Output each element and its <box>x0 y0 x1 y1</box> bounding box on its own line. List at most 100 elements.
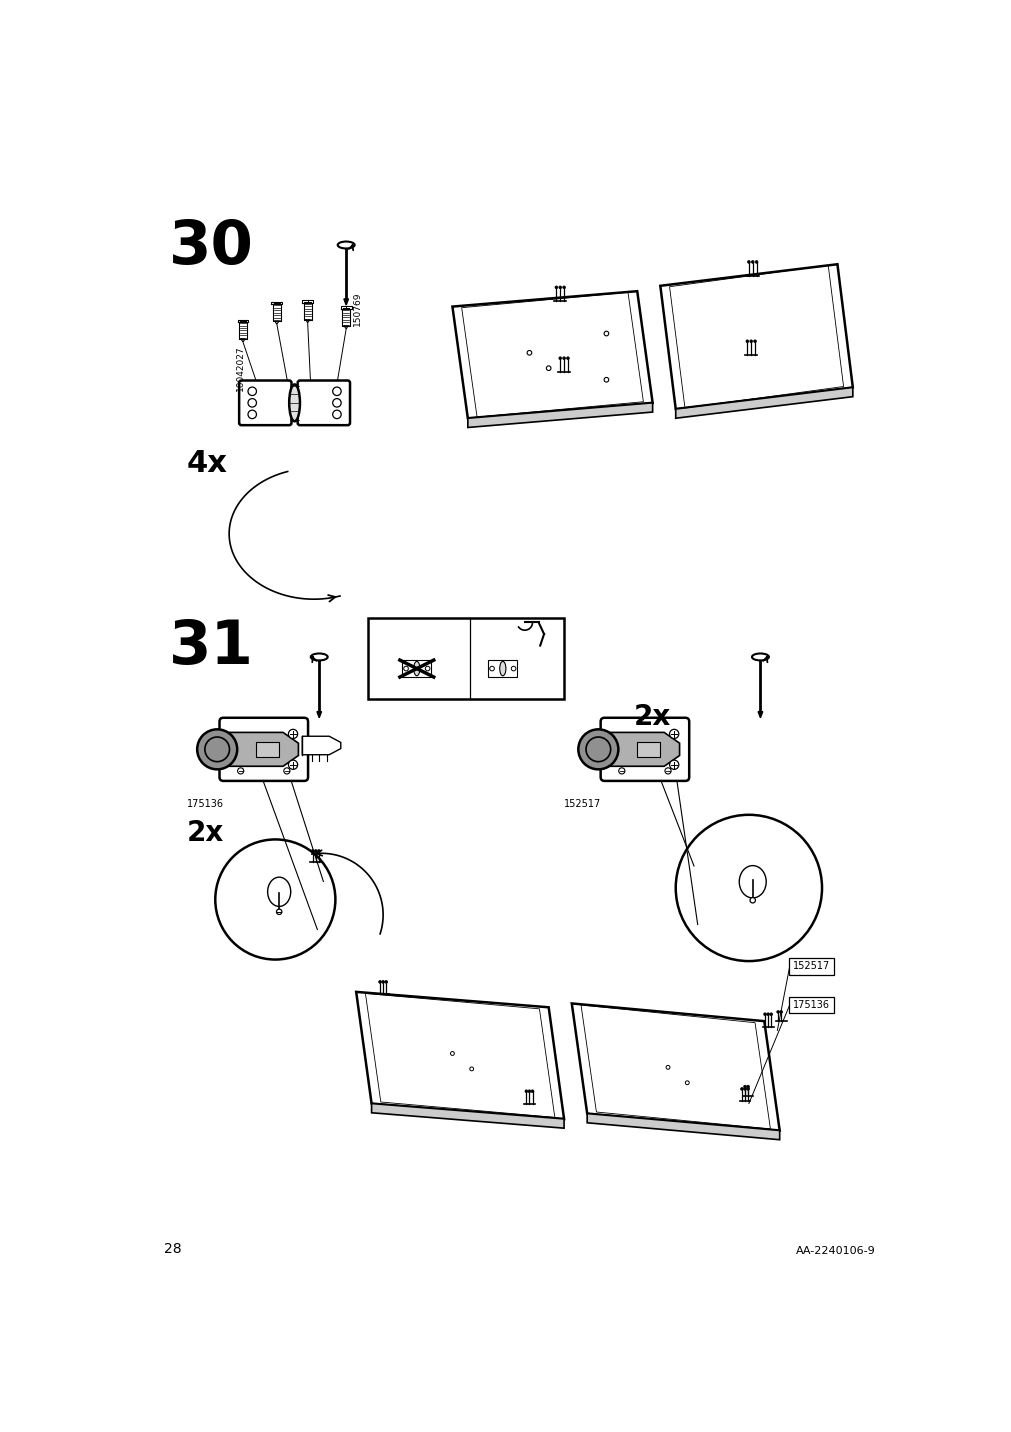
Circle shape <box>469 1067 473 1071</box>
Circle shape <box>749 339 752 342</box>
Circle shape <box>566 357 569 359</box>
Polygon shape <box>608 732 679 766</box>
Circle shape <box>743 1085 746 1088</box>
Circle shape <box>669 729 678 739</box>
Polygon shape <box>341 306 351 309</box>
Circle shape <box>776 1011 778 1014</box>
Circle shape <box>562 357 565 359</box>
Circle shape <box>750 261 753 263</box>
Text: 10042027: 10042027 <box>236 345 245 391</box>
Circle shape <box>746 1087 749 1090</box>
Bar <box>637 742 660 758</box>
Polygon shape <box>586 1114 778 1140</box>
Ellipse shape <box>289 384 299 421</box>
FancyBboxPatch shape <box>297 381 350 425</box>
Circle shape <box>450 1051 454 1055</box>
Polygon shape <box>356 992 563 1118</box>
Text: 175136: 175136 <box>187 799 223 809</box>
Polygon shape <box>571 1004 778 1130</box>
Circle shape <box>754 261 757 263</box>
Circle shape <box>197 729 237 769</box>
Circle shape <box>562 286 565 289</box>
Circle shape <box>311 849 313 852</box>
Circle shape <box>745 339 748 342</box>
Circle shape <box>749 898 754 904</box>
Bar <box>256 742 279 758</box>
Circle shape <box>766 1012 768 1015</box>
Bar <box>487 660 517 677</box>
Circle shape <box>747 261 749 263</box>
Text: 4x: 4x <box>187 450 227 478</box>
Text: AA-2240106-9: AA-2240106-9 <box>796 1246 876 1256</box>
Text: 152517: 152517 <box>792 961 829 971</box>
Circle shape <box>746 1085 749 1088</box>
Text: 31: 31 <box>169 619 254 677</box>
Polygon shape <box>303 302 311 319</box>
FancyBboxPatch shape <box>219 717 307 780</box>
Bar <box>401 660 431 677</box>
Circle shape <box>665 1065 669 1070</box>
Circle shape <box>753 339 755 342</box>
Circle shape <box>558 286 561 289</box>
Circle shape <box>381 981 384 984</box>
Polygon shape <box>302 301 312 302</box>
Circle shape <box>527 351 531 355</box>
Polygon shape <box>467 402 652 428</box>
Polygon shape <box>342 309 350 326</box>
Text: 2x: 2x <box>633 703 670 732</box>
Circle shape <box>779 1011 782 1014</box>
Polygon shape <box>271 302 282 304</box>
Circle shape <box>577 729 618 769</box>
Circle shape <box>317 849 319 852</box>
Circle shape <box>740 1087 743 1090</box>
Ellipse shape <box>499 662 506 676</box>
FancyBboxPatch shape <box>239 381 291 425</box>
Polygon shape <box>660 265 852 410</box>
Circle shape <box>604 378 609 382</box>
Circle shape <box>743 1087 746 1090</box>
Text: 150769: 150769 <box>353 291 362 326</box>
Circle shape <box>276 909 282 915</box>
Text: 28: 28 <box>164 1242 181 1256</box>
Circle shape <box>554 286 557 289</box>
Circle shape <box>378 981 381 984</box>
Text: 152517: 152517 <box>563 799 601 809</box>
Circle shape <box>684 1081 688 1084</box>
Bar <box>367 619 563 699</box>
Circle shape <box>769 1012 771 1015</box>
Polygon shape <box>302 736 341 755</box>
FancyBboxPatch shape <box>601 717 688 780</box>
Polygon shape <box>239 322 247 339</box>
Polygon shape <box>238 319 248 322</box>
Polygon shape <box>305 319 309 322</box>
Circle shape <box>604 331 609 337</box>
Polygon shape <box>275 321 278 324</box>
Circle shape <box>288 729 297 739</box>
Circle shape <box>669 760 678 769</box>
Circle shape <box>546 367 550 371</box>
Polygon shape <box>371 1104 563 1128</box>
FancyBboxPatch shape <box>789 997 833 1014</box>
Polygon shape <box>227 732 298 766</box>
Circle shape <box>528 1090 531 1093</box>
FancyBboxPatch shape <box>789 958 833 975</box>
Text: 2x: 2x <box>187 819 223 846</box>
Polygon shape <box>316 712 321 717</box>
Polygon shape <box>344 299 348 305</box>
Polygon shape <box>452 291 652 418</box>
Polygon shape <box>675 388 852 418</box>
Polygon shape <box>344 326 348 329</box>
Circle shape <box>314 849 316 852</box>
Circle shape <box>288 760 297 769</box>
Polygon shape <box>757 712 762 717</box>
Polygon shape <box>241 339 245 342</box>
Text: 30: 30 <box>169 218 254 276</box>
Polygon shape <box>273 304 280 321</box>
Ellipse shape <box>413 662 420 676</box>
Circle shape <box>763 1012 765 1015</box>
Circle shape <box>558 357 561 359</box>
Circle shape <box>384 981 387 984</box>
Circle shape <box>531 1090 534 1093</box>
Text: 175136: 175136 <box>792 1000 829 1010</box>
Circle shape <box>525 1090 527 1093</box>
